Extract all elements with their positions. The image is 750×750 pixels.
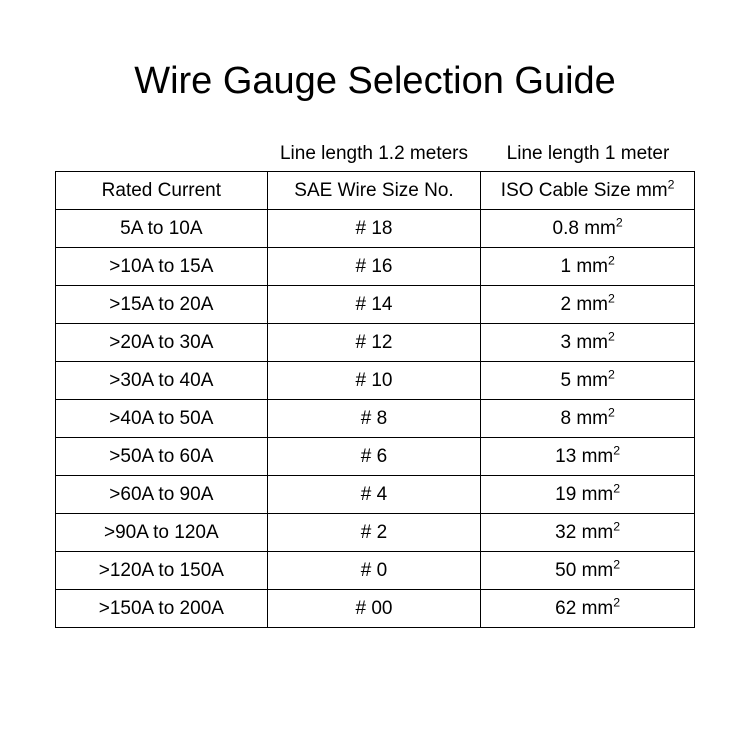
wire-gauge-table: Rated Current SAE Wire Size No. ISO Cabl… — [55, 171, 695, 628]
cell-sae: # 10 — [267, 362, 481, 400]
table-row: >120A to 150A# 050 mm2 — [56, 552, 695, 590]
cell-iso: 32 mm2 — [481, 514, 695, 552]
table-body: 5A to 10A# 180.8 mm2>10A to 15A# 161 mm2… — [56, 210, 695, 628]
cell-sae: # 00 — [267, 590, 481, 628]
cell-iso: 3 mm2 — [481, 324, 695, 362]
table-row: >30A to 40A# 105 mm2 — [56, 362, 695, 400]
cell-current: >120A to 150A — [56, 552, 268, 590]
col-header-iso: ISO Cable Size mm2 — [481, 172, 695, 210]
table-row: 5A to 10A# 180.8 mm2 — [56, 210, 695, 248]
cell-current: >150A to 200A — [56, 590, 268, 628]
table-row: >60A to 90A# 419 mm2 — [56, 476, 695, 514]
table-row: >10A to 15A# 161 mm2 — [56, 248, 695, 286]
table-row: >90A to 120A# 232 mm2 — [56, 514, 695, 552]
table-row: >50A to 60A# 613 mm2 — [56, 438, 695, 476]
cell-sae: # 2 — [267, 514, 481, 552]
cell-sae: # 0 — [267, 552, 481, 590]
super-header-row: Line length 1.2 meters Line length 1 met… — [55, 143, 695, 165]
cell-current: 5A to 10A — [56, 210, 268, 248]
cell-sae: # 8 — [267, 400, 481, 438]
cell-current: >90A to 120A — [56, 514, 268, 552]
cell-iso: 2 mm2 — [481, 286, 695, 324]
table-header-row: Rated Current SAE Wire Size No. ISO Cabl… — [56, 172, 695, 210]
cell-iso: 0.8 mm2 — [481, 210, 695, 248]
cell-iso: 5 mm2 — [481, 362, 695, 400]
cell-iso: 19 mm2 — [481, 476, 695, 514]
cell-sae: # 12 — [267, 324, 481, 362]
cell-current: >60A to 90A — [56, 476, 268, 514]
col-header-sae: SAE Wire Size No. — [267, 172, 481, 210]
cell-current: >30A to 40A — [56, 362, 268, 400]
cell-current: >10A to 15A — [56, 248, 268, 286]
table-row: >150A to 200A# 0062 mm2 — [56, 590, 695, 628]
col-header-current: Rated Current — [56, 172, 268, 210]
cell-current: >20A to 30A — [56, 324, 268, 362]
cell-sae: # 16 — [267, 248, 481, 286]
cell-current: >50A to 60A — [56, 438, 268, 476]
cell-sae: # 4 — [267, 476, 481, 514]
cell-iso: 13 mm2 — [481, 438, 695, 476]
cell-sae: # 18 — [267, 210, 481, 248]
page-title: Wire Gauge Selection Guide — [134, 60, 616, 103]
super-header-spacer — [55, 143, 267, 165]
table-row: >20A to 30A# 123 mm2 — [56, 324, 695, 362]
cell-current: >40A to 50A — [56, 400, 268, 438]
table-row: >40A to 50A# 88 mm2 — [56, 400, 695, 438]
super-header-col3: Line length 1 meter — [481, 143, 695, 165]
cell-sae: # 14 — [267, 286, 481, 324]
cell-iso: 8 mm2 — [481, 400, 695, 438]
cell-iso: 1 mm2 — [481, 248, 695, 286]
cell-sae: # 6 — [267, 438, 481, 476]
super-header-col2: Line length 1.2 meters — [267, 143, 481, 165]
table-row: >15A to 20A# 142 mm2 — [56, 286, 695, 324]
cell-iso: 50 mm2 — [481, 552, 695, 590]
cell-iso: 62 mm2 — [481, 590, 695, 628]
cell-current: >15A to 20A — [56, 286, 268, 324]
